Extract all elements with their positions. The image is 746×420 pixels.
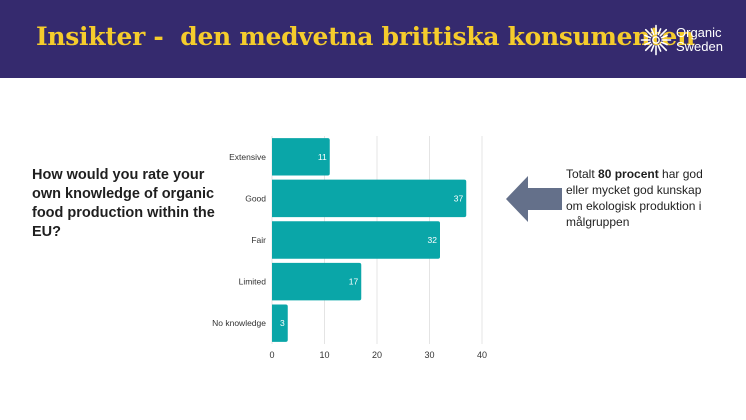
data-label: 11 — [318, 152, 327, 162]
y-category-label: Limited — [239, 277, 267, 287]
note-highlight: 80 procent — [598, 167, 659, 181]
x-tick-label: 40 — [477, 350, 487, 360]
bar — [272, 262, 362, 301]
header-banner: Insikter - den medvetna brittiska konsum… — [0, 0, 746, 78]
bar — [272, 138, 330, 176]
sunburst-logo-icon — [640, 24, 672, 56]
y-category-label: Fair — [251, 235, 266, 245]
logo-line-2: Sweden — [676, 39, 723, 54]
logo-line-1: Organic — [676, 25, 722, 40]
survey-question: How would you rate your own knowledge of… — [32, 167, 215, 240]
data-label: 3 — [280, 318, 285, 328]
x-tick-label: 20 — [372, 350, 382, 360]
x-tick-label: 10 — [319, 350, 329, 360]
data-label: 32 — [428, 235, 438, 245]
data-label: 17 — [349, 277, 359, 287]
left-arrow-icon — [506, 176, 562, 222]
page-title: Insikter - den medvetna brittiska konsum… — [36, 22, 695, 51]
data-label: 37 — [454, 193, 464, 203]
bar — [272, 179, 467, 218]
bar — [272, 304, 288, 342]
note-suffix: har god eller mycket god kunskap om ekol… — [566, 167, 703, 229]
y-category-label: Good — [245, 193, 266, 203]
chart-svg: 0 10 20 30 40 Extensive 11 Good 37 Fair 32 Limited 1… — [212, 136, 487, 360]
logo-text: Organic Sweden — [676, 26, 723, 54]
y-category-label: No knowledge — [212, 318, 266, 328]
x-tick-label: 30 — [424, 350, 434, 360]
organic-sweden-logo: Organic Sweden — [640, 24, 732, 56]
summary-note: Totalt 80 procent har god eller mycket g… — [566, 166, 716, 230]
note-prefix: Totalt — [566, 167, 599, 181]
x-tick-label: 0 — [269, 350, 274, 360]
y-category-label: Extensive — [229, 152, 266, 162]
bar-chart: 0 10 20 30 40 Extensive 11 Good 37 Fair 32 Limited 1… — [196, 130, 496, 362]
bar — [272, 221, 440, 259]
